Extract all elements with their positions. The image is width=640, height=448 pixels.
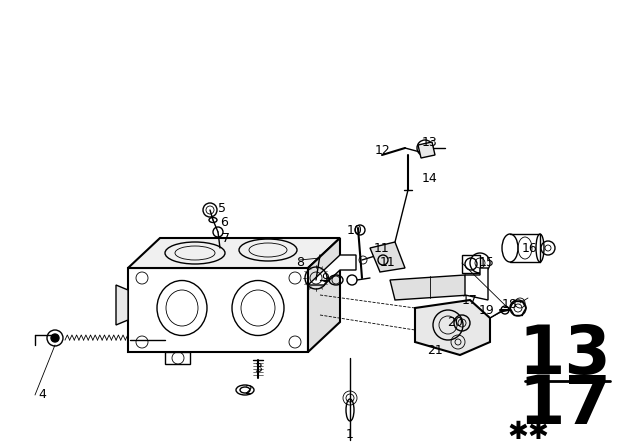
Text: 13: 13 (422, 137, 438, 150)
Text: 9: 9 (321, 271, 329, 284)
Polygon shape (116, 285, 128, 325)
Text: 20: 20 (447, 316, 463, 329)
Text: 15: 15 (479, 257, 495, 270)
Polygon shape (415, 300, 490, 355)
Text: 2: 2 (244, 383, 252, 396)
Text: 17: 17 (462, 293, 478, 306)
Text: 21: 21 (427, 344, 443, 357)
Text: 16: 16 (522, 241, 538, 254)
Polygon shape (390, 275, 470, 300)
Polygon shape (370, 242, 405, 272)
Text: ✱✱: ✱✱ (507, 420, 549, 444)
Polygon shape (165, 352, 190, 364)
Text: 7: 7 (222, 232, 230, 245)
Text: 3: 3 (254, 362, 262, 375)
Text: 14: 14 (422, 172, 438, 185)
Polygon shape (128, 238, 340, 268)
Text: 4: 4 (38, 388, 46, 401)
Ellipse shape (502, 234, 518, 262)
Bar (462, 255, 480, 273)
Text: 11: 11 (380, 257, 396, 270)
Polygon shape (308, 255, 356, 285)
Polygon shape (418, 142, 435, 158)
Text: 5: 5 (218, 202, 226, 215)
Polygon shape (465, 268, 488, 300)
Text: 6: 6 (220, 215, 228, 228)
Polygon shape (128, 268, 308, 352)
Text: 12: 12 (375, 143, 391, 156)
Polygon shape (308, 238, 340, 352)
Text: 8: 8 (296, 257, 304, 270)
Text: 19: 19 (479, 303, 495, 316)
Text: 13: 13 (518, 322, 611, 388)
Text: 11: 11 (374, 241, 390, 254)
Text: 18: 18 (502, 298, 518, 311)
Text: 17: 17 (518, 372, 611, 438)
Text: 1: 1 (346, 428, 354, 441)
Circle shape (51, 334, 59, 342)
Text: 10: 10 (347, 224, 363, 237)
